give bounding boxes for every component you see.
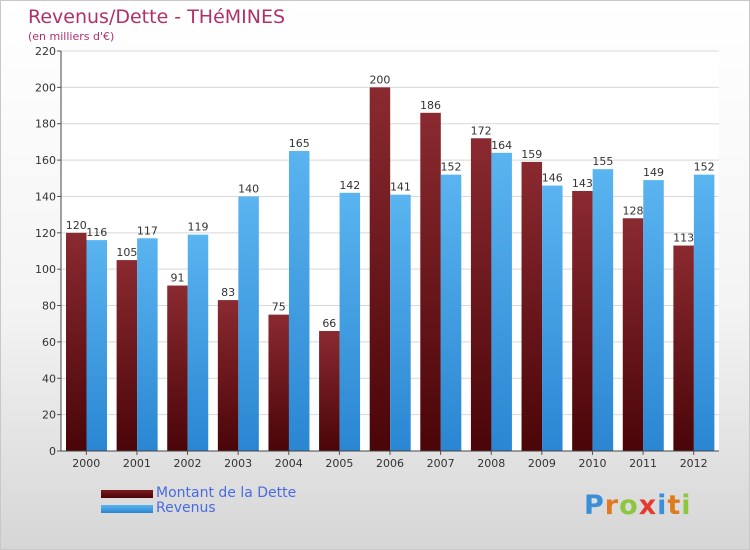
y-tick-label: 80	[42, 300, 56, 313]
y-tick-label: 60	[42, 336, 56, 349]
legend-swatch-revenus	[101, 505, 153, 513]
bar-revenus	[390, 194, 411, 452]
y-tick-label: 160	[35, 154, 56, 167]
data-label-dette: 200	[369, 73, 390, 86]
data-label-revenus: 152	[694, 161, 715, 174]
bar-dette	[470, 138, 492, 452]
data-label-dette: 75	[272, 301, 286, 314]
x-tick-label: 2000	[72, 457, 100, 470]
data-label-revenus: 149	[643, 166, 664, 179]
bar-revenus	[491, 152, 512, 451]
bar-revenus	[542, 185, 563, 451]
bar-revenus	[339, 192, 361, 451]
bar-dette	[217, 300, 239, 451]
bar-dette	[521, 161, 543, 451]
chart-subtitle: (en milliers d'€)	[28, 30, 115, 43]
y-tick-label: 100	[35, 263, 56, 276]
data-label-revenus: 116	[86, 226, 107, 239]
legend-label-revenus: Revenus	[156, 500, 216, 516]
bar-revenus	[137, 238, 158, 451]
logo-letter: i	[681, 490, 692, 521]
x-tick-label: 2001	[123, 457, 151, 470]
bar-dette	[622, 218, 644, 451]
data-label-revenus: 142	[339, 179, 360, 192]
proxiti-logo: Proxiti	[584, 490, 692, 521]
data-label-dette: 113	[673, 232, 694, 245]
data-label-dette: 172	[471, 124, 492, 137]
logo-letter: x	[638, 490, 658, 521]
x-tick-label: 2010	[578, 457, 606, 470]
data-label-dette: 66	[322, 317, 336, 330]
bar-revenus	[592, 169, 614, 451]
legend-swatch-dette	[101, 490, 153, 498]
x-tick-label: 2005	[325, 457, 353, 470]
data-label-revenus: 117	[137, 224, 158, 237]
x-tick-label: 2012	[680, 457, 708, 470]
data-label-revenus: 119	[187, 221, 208, 234]
x-tick-label: 2008	[477, 457, 505, 470]
bar-revenus	[238, 196, 259, 451]
data-label-revenus: 164	[491, 139, 512, 152]
y-tick-label: 180	[35, 118, 56, 131]
y-tick-label: 220	[35, 45, 56, 58]
bar-revenus	[187, 234, 209, 451]
logo-letter: t	[667, 490, 682, 521]
chart-title: Revenus/Dette - THéMINES	[28, 6, 286, 28]
bar-dette	[673, 245, 694, 451]
bar-dette	[319, 331, 340, 451]
logo-letter: o	[619, 490, 639, 521]
bar-revenus	[288, 151, 310, 451]
y-tick-label: 120	[35, 227, 56, 240]
data-label-revenus: 152	[441, 161, 462, 174]
legend-label-dette: Montant de la Dette	[156, 485, 297, 501]
bar-dette	[116, 260, 138, 451]
data-label-revenus: 165	[289, 137, 310, 150]
data-label-revenus: 141	[390, 181, 411, 194]
x-tick-label: 2007	[427, 457, 455, 470]
data-label-dette: 120	[66, 219, 87, 232]
y-tick-label: 140	[35, 190, 56, 203]
bar-dette	[268, 314, 289, 451]
data-label-dette: 143	[572, 177, 593, 190]
data-label-dette: 91	[170, 272, 184, 285]
data-label-dette: 105	[116, 246, 137, 259]
data-label-dette: 83	[221, 286, 235, 299]
data-label-dette: 128	[623, 204, 644, 217]
y-tick-label: 200	[35, 81, 56, 94]
x-tick-label: 2004	[275, 457, 303, 470]
data-label-revenus: 155	[592, 155, 613, 168]
bar-revenus	[86, 240, 107, 451]
bar-revenus	[440, 174, 462, 452]
x-tick-label: 2002	[174, 457, 202, 470]
logo-letter: r	[604, 490, 620, 521]
data-label-dette: 159	[521, 148, 542, 161]
y-tick-label: 40	[42, 372, 56, 385]
bar-dette	[572, 191, 593, 451]
logo-letter: P	[584, 490, 605, 521]
data-label-revenus: 146	[542, 172, 563, 185]
x-tick-label: 2009	[528, 457, 556, 470]
bar-revenus	[643, 180, 664, 451]
data-label-revenus: 140	[238, 182, 259, 195]
bar-dette	[167, 285, 188, 451]
y-tick-label: 0	[49, 445, 56, 458]
x-tick-label: 2003	[224, 457, 252, 470]
data-label-dette: 186	[420, 99, 441, 112]
bar-dette	[420, 112, 441, 452]
logo-letter: i	[657, 490, 668, 521]
bar-revenus	[693, 174, 715, 452]
bar-dette	[369, 87, 391, 451]
x-tick-label: 2006	[376, 457, 404, 470]
bar-dette	[66, 232, 87, 451]
y-tick-label: 20	[42, 409, 56, 422]
x-tick-label: 2011	[629, 457, 657, 470]
